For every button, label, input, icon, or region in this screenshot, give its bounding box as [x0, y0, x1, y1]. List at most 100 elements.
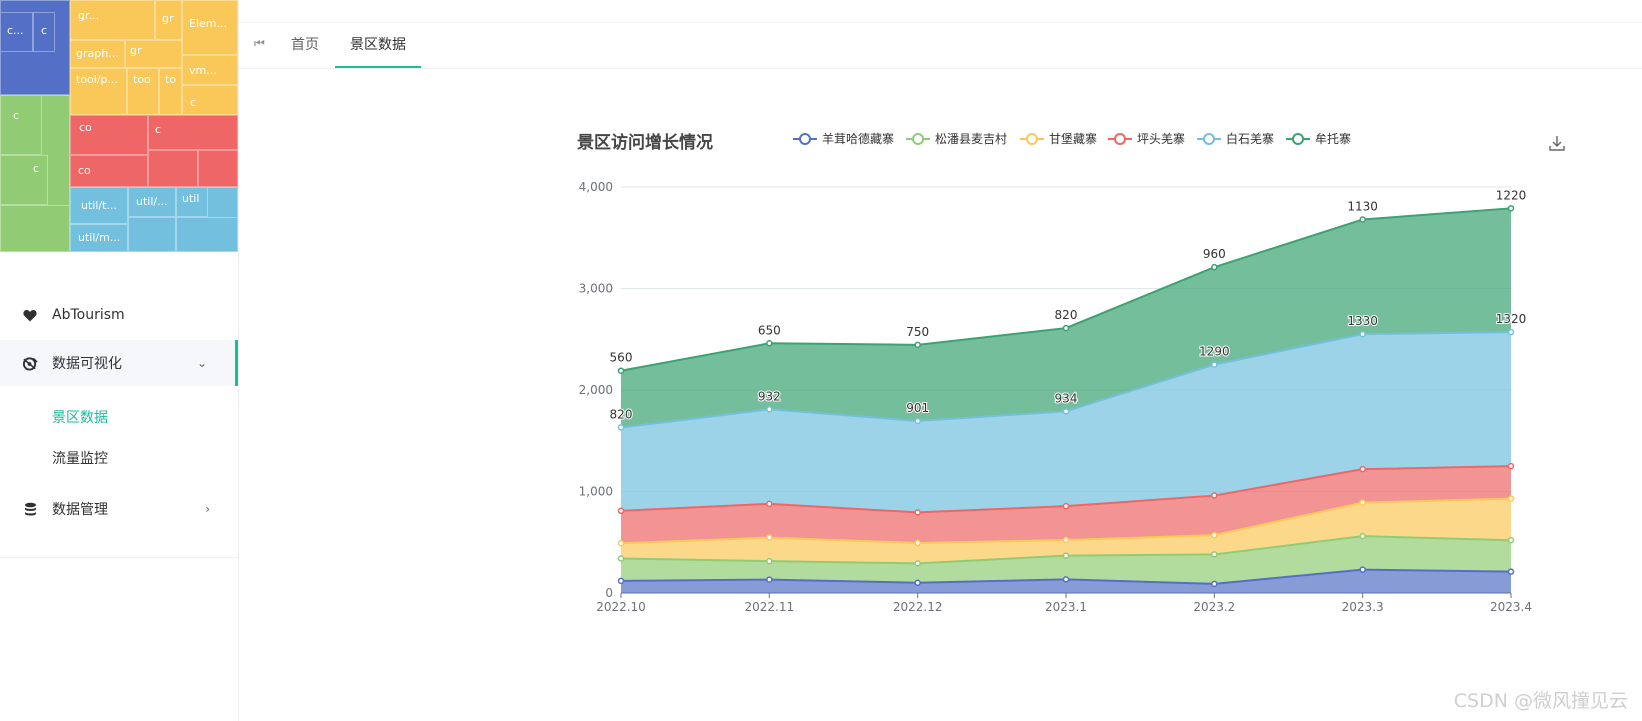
data-label: 960	[1203, 247, 1226, 261]
treemap-cell[interactable]	[33, 12, 55, 52]
treemap-cell[interactable]	[182, 0, 238, 55]
data-point	[1211, 492, 1218, 499]
sidebar-subitem-traffic-monitor[interactable]: 流量监控	[52, 451, 108, 467]
sidebar-subitem-scenic-data[interactable]: 景区数据	[52, 410, 108, 426]
data-point	[1359, 465, 1366, 473]
data-point	[617, 577, 625, 585]
chevron-down-icon: ⌄	[196, 356, 207, 370]
legend-item[interactable]: 坪头羌寨	[1108, 130, 1185, 147]
data-point	[1507, 536, 1515, 544]
watermark: CSDN @微风撞见云	[1453, 690, 1628, 712]
treemap-cell[interactable]	[70, 115, 148, 155]
treemap-cell[interactable]	[0, 205, 70, 252]
treemap-cell[interactable]	[70, 155, 148, 187]
data-point	[1507, 462, 1515, 470]
treemap-label: too	[133, 73, 151, 86]
legend-item[interactable]: 羊茸哈德藏寨	[793, 130, 894, 147]
treemap-cell[interactable]	[0, 95, 42, 155]
collapse-tabs-icon[interactable]: ⏮	[254, 36, 265, 50]
treemap-cell[interactable]	[0, 155, 48, 205]
sidebar-item-data-management[interactable]: 数据管理 ›	[0, 486, 238, 532]
data-point	[1062, 536, 1070, 544]
treemap-cell[interactable]	[182, 55, 238, 85]
sidebar-item-label: AbTourism	[52, 307, 125, 323]
legend-marker-icon	[1020, 132, 1044, 145]
data-point	[617, 424, 625, 431]
tab-home[interactable]: 首页	[291, 37, 319, 53]
legend-item[interactable]: 松潘县麦吉村	[906, 130, 1007, 147]
treemap-cell[interactable]	[148, 150, 198, 187]
legend-marker-icon	[1197, 132, 1221, 145]
data-point	[1507, 205, 1515, 212]
treemap-cell[interactable]	[198, 150, 238, 187]
legend-item[interactable]: 甘堡藏寨	[1020, 130, 1097, 147]
area-series-4	[621, 332, 1511, 513]
treemap-cell[interactable]	[176, 187, 208, 217]
treemap-label: graph...	[76, 47, 119, 60]
tab-scenic-data[interactable]: 景区数据	[335, 22, 421, 68]
treemap-cell[interactable]	[182, 85, 238, 115]
treemap-cell[interactable]	[148, 115, 238, 150]
database-icon	[22, 501, 38, 517]
treemap-cell[interactable]	[70, 40, 125, 68]
treemap-cell[interactable]	[125, 40, 182, 68]
treemap-cell[interactable]	[159, 68, 182, 115]
treemap-cell[interactable]	[70, 187, 128, 224]
treemap-cell[interactable]	[70, 68, 127, 115]
treemap-cell[interactable]	[128, 217, 176, 252]
treemap-label: vm...	[189, 64, 217, 77]
data-point	[617, 555, 625, 562]
data-point	[1507, 568, 1515, 575]
data-label: 1330	[1347, 314, 1378, 328]
legend-item[interactable]: 白石羌寨	[1197, 130, 1274, 147]
area-series-2	[621, 498, 1511, 564]
treemap-cell[interactable]	[155, 0, 182, 40]
x-tick-label: 2022.11	[745, 600, 795, 614]
treemap-cell[interactable]	[70, 224, 128, 252]
treemap-cell[interactable]	[127, 68, 159, 115]
legend-label: 牟托寨	[1315, 132, 1352, 146]
x-tick-label: 2022.10	[596, 600, 646, 614]
treemap-cell[interactable]	[70, 0, 155, 40]
treemap-label: c	[41, 24, 48, 37]
data-label: 1220	[1496, 188, 1527, 202]
treemap-label: c...	[7, 24, 24, 37]
data-point	[766, 557, 773, 565]
data-point	[766, 576, 773, 583]
data-label: 820	[610, 408, 633, 422]
treemap-label: c	[155, 123, 162, 136]
treemap-cell[interactable]	[176, 217, 238, 252]
legend-label: 松潘县麦吉村	[935, 132, 1008, 146]
data-label: 560	[610, 351, 633, 365]
treemap-label: util/m...	[78, 231, 121, 244]
sidebar-item-abtourism[interactable]: AbTourism	[0, 292, 238, 338]
data-label: 750	[906, 325, 929, 339]
data-point	[1507, 328, 1515, 336]
data-label: 932	[758, 389, 781, 403]
data-point	[1211, 361, 1218, 368]
treemap-chart: c... c gr... gr Elem... graph... gr tool…	[0, 0, 238, 252]
sidebar-item-data-visualization[interactable]: 数据可视化 ⌄	[0, 340, 238, 386]
treemap-label: tool/p...	[76, 73, 119, 86]
legend-item[interactable]: 牟托寨	[1286, 130, 1351, 147]
treemap-label: util	[182, 192, 200, 205]
area-series-3	[621, 466, 1511, 544]
dashboard-icon	[22, 355, 38, 371]
treemap-label: co	[79, 121, 92, 134]
y-tick-label: 3,000	[579, 282, 613, 296]
download-icon[interactable]	[1548, 134, 1566, 156]
treemap-label: c	[13, 109, 20, 122]
data-point	[1211, 551, 1218, 558]
area-series-5	[621, 208, 1511, 428]
x-tick-label: 2023.3	[1342, 600, 1384, 614]
y-tick-label: 0	[605, 586, 613, 600]
x-tick-label: 2023.4	[1490, 600, 1532, 614]
x-tick-label: 2023.2	[1193, 600, 1235, 614]
legend-marker-icon	[1108, 132, 1132, 145]
data-point	[1507, 495, 1515, 502]
data-point	[617, 507, 625, 515]
treemap-cell[interactable]	[128, 187, 176, 217]
data-point	[1359, 216, 1366, 223]
treemap-cell[interactable]	[0, 12, 33, 52]
